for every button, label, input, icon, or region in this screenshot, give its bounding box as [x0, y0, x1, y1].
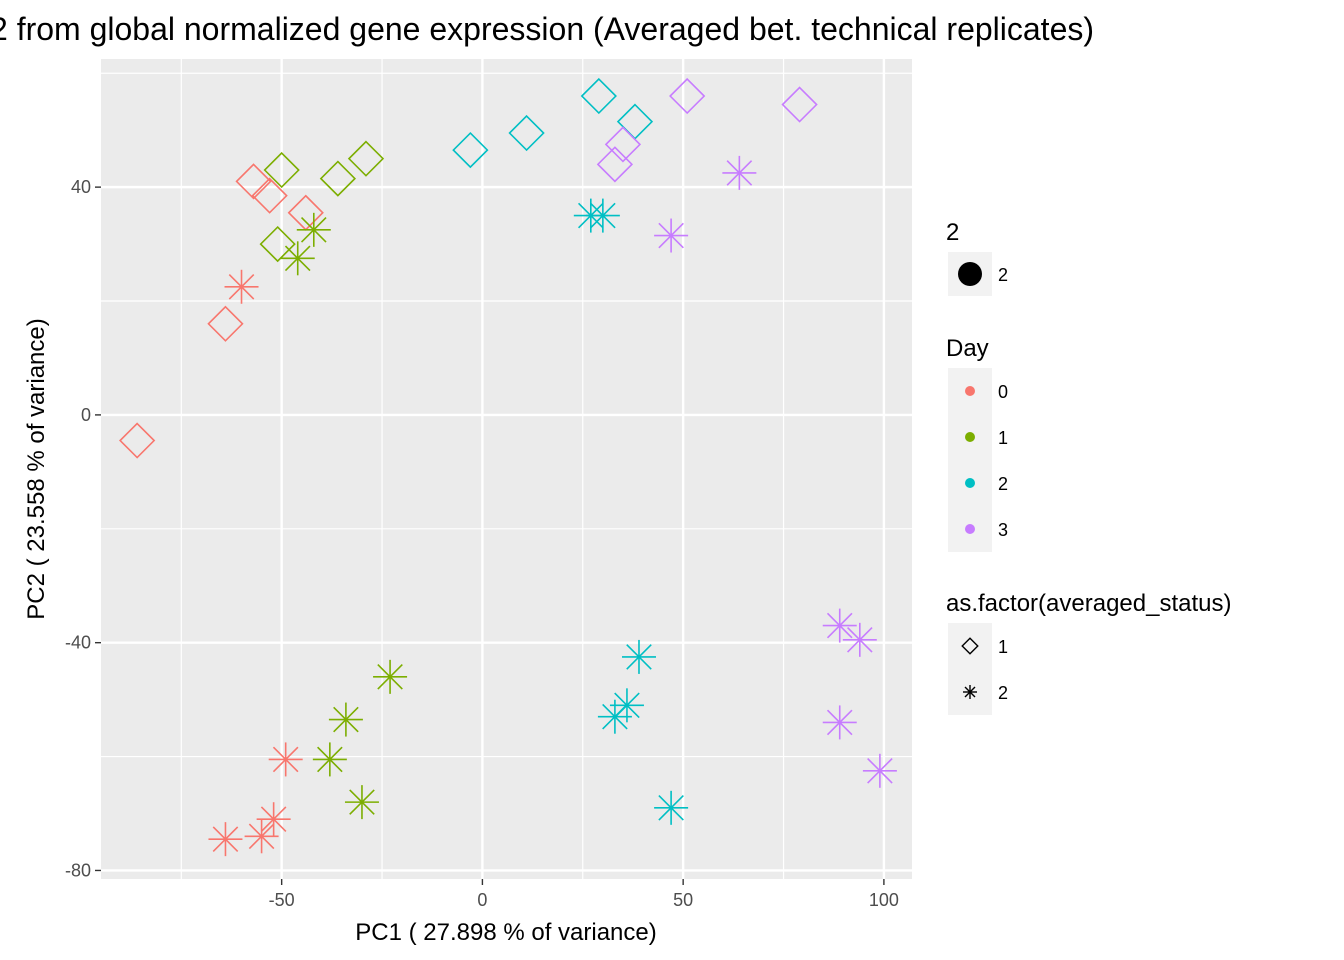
x-tick-label: 100 [869, 890, 899, 910]
legend-size: 2 2 [946, 219, 1008, 296]
chart-title: 2 from global normalized gene expression… [0, 11, 1094, 47]
x-tick-label: -50 [269, 890, 295, 910]
legend-shape-diamond-icon [961, 637, 979, 655]
x-axis-title: PC1 ( 27.898 % of variance) [355, 919, 657, 946]
point-day3-diamond [596, 146, 634, 183]
point-day3-asterisk [842, 622, 877, 657]
x-tick-label: 50 [673, 890, 693, 910]
legend-day-dot-icon-1 [965, 432, 975, 442]
legend-shape-asterisk-icon [963, 685, 977, 699]
point-day3-asterisk [862, 753, 897, 788]
point-day3-diamond [604, 126, 642, 163]
point-day0-diamond [119, 422, 156, 459]
legend-day: Day 0 1 2 3 [946, 335, 1008, 552]
point-day2-diamond [452, 131, 489, 169]
legend-size-label: 2 [998, 265, 1008, 285]
y-tick-label: -40 [65, 633, 91, 653]
point-day1-asterisk [328, 702, 363, 737]
legend-size-title: 2 [946, 219, 959, 246]
legend-shape-label-2: 2 [998, 683, 1008, 703]
plot-panel [101, 59, 912, 879]
point-day0-asterisk [208, 822, 243, 857]
y-tick-label: -80 [65, 860, 91, 880]
point-day3-asterisk [822, 705, 857, 740]
axis-tick-labels: -50 0 50 100 -80 -40 0 40 [65, 177, 899, 910]
point-day0-diamond [235, 163, 272, 200]
point-day0-asterisk [268, 742, 303, 777]
point-day3-asterisk [654, 218, 689, 253]
x-tick-label: 0 [477, 890, 487, 910]
legend-day-dot-icon-0 [965, 386, 975, 396]
axis-ticks [95, 186, 885, 885]
point-day2-diamond [580, 77, 617, 115]
legend-shape-title: as.factor(averaged_status) [946, 590, 1231, 617]
point-day0-asterisk [244, 819, 279, 854]
point-day0-asterisk [256, 802, 291, 837]
point-day1-diamond [347, 140, 385, 177]
grid-major [101, 59, 912, 879]
legend-shape-label-1: 1 [998, 637, 1008, 657]
legend-day-label-1: 1 [998, 428, 1008, 448]
point-day1-diamond [259, 225, 296, 263]
point-day1-asterisk [373, 659, 408, 694]
point-day2-asterisk [597, 699, 632, 734]
y-tick-label: 0 [81, 405, 91, 425]
legend-size-circle-icon [958, 262, 982, 286]
point-day0-diamond [207, 305, 244, 342]
data-points [119, 77, 897, 857]
legend-day-dot-icon-3 [965, 524, 975, 534]
y-tick-label: 40 [71, 177, 91, 197]
legend-shape-key-1 [948, 623, 992, 669]
point-day1-diamond [319, 160, 357, 197]
point-day2-diamond [508, 114, 545, 152]
point-day1-asterisk [344, 785, 379, 820]
legend-shape: as.factor(averaged_status) 1 2 [946, 590, 1231, 715]
point-day0-diamond [251, 177, 288, 214]
point-day3-diamond [669, 77, 706, 115]
point-day1-diamond [263, 151, 300, 189]
grid-minor [101, 59, 912, 879]
point-day3-asterisk [722, 155, 757, 190]
point-day2-asterisk [654, 790, 689, 825]
point-day0-asterisk [224, 269, 259, 304]
legend-day-label-0: 0 [998, 382, 1008, 402]
legend-day-title: Day [946, 335, 989, 362]
point-day3-asterisk [822, 608, 857, 643]
point-day1-asterisk [312, 742, 347, 777]
legend-day-label-2: 2 [998, 474, 1008, 494]
y-axis-title: PC2 ( 23.558 % of variance) [23, 318, 50, 620]
point-day1-asterisk [280, 241, 315, 276]
point-day2-asterisk [621, 639, 656, 674]
legend-day-label-3: 3 [998, 520, 1008, 540]
point-day1-asterisk [296, 212, 331, 247]
legend-day-dot-icon-2 [965, 478, 975, 488]
point-day2-asterisk [585, 198, 620, 233]
point-day3-diamond [781, 86, 818, 123]
